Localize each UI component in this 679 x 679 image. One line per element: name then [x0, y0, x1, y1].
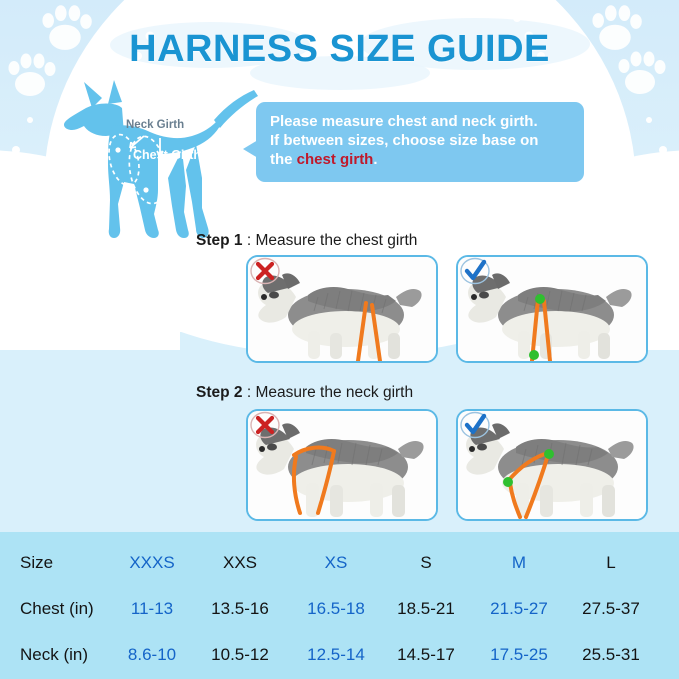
chest-girth-label: Chest Girth: [133, 148, 202, 162]
cell-size-xxxs: XXXS: [129, 553, 175, 572]
callout-line-3: the chest girth.: [270, 150, 570, 169]
measure-instruction-callout: Please measure chest and neck girth. If …: [256, 102, 584, 182]
cell-neck-s: 14.5-17: [397, 645, 455, 664]
step-2-label: Step 2 : Measure the neck girth: [196, 384, 413, 402]
step-2-incorrect-panel: [246, 409, 438, 521]
neck-girth-ellipse: [108, 133, 140, 187]
cell-chest-m: 21.5-27: [490, 599, 548, 618]
cell-neck-xs: 12.5-14: [307, 645, 365, 664]
cell-neck-m: 17.5-25: [490, 645, 548, 664]
check-icon: [460, 411, 490, 439]
paw-print-icon: [8, 5, 92, 96]
check-icon: [460, 257, 490, 285]
neck-girth-label: Neck Girth: [126, 119, 185, 131]
chest-girth-ellipse: [128, 135, 168, 205]
measure-point-dot: [544, 449, 554, 459]
cell-size-m: M: [511, 553, 527, 572]
callout-tail: [243, 140, 258, 158]
cell-chest-l: 27.5-37: [582, 599, 640, 618]
table-row-chest: Chest (in) 11-13 13.5-16 16.5-18 18.5-21…: [0, 586, 679, 631]
measure-point-dot: [535, 294, 545, 304]
dog-photo-chest-correct: [458, 257, 646, 361]
page-title: HARNESS SIZE GUIDE: [129, 28, 550, 70]
step-1-separator: :: [242, 232, 256, 249]
step-2-separator: :: [242, 384, 256, 401]
step-1-text: Measure the chest girth: [255, 232, 418, 249]
size-table: Size XXXS XXS XS S M L Chest (in) 11-13 …: [0, 532, 679, 679]
dog-photo-neck-correct: [458, 411, 646, 519]
cell-neck-l: 25.5-31: [582, 645, 640, 664]
callout-highlight: chest girth: [296, 151, 374, 169]
step-1-incorrect-panel: [246, 255, 438, 363]
callout-line-3-prefix: the: [270, 151, 297, 169]
callout-line-3-suffix: .: [373, 151, 378, 169]
callout-line-1: Please measure chest and neck girth.: [270, 113, 538, 130]
step-1-correct-panel: [456, 255, 648, 363]
row-header-neck: Neck (in): [20, 645, 89, 664]
paw-print-icon: [592, 5, 666, 94]
cell-neck-xxs: 10.5-12: [211, 645, 269, 664]
cell-chest-xxs: 13.5-16: [211, 599, 269, 618]
dog-photo-chest-incorrect: [248, 257, 436, 361]
cell-size-xs: XS: [324, 553, 348, 572]
step-1-label: Step 1 : Measure the chest girth: [196, 232, 417, 250]
step-1-prefix: Step 1: [196, 232, 243, 249]
measure-point-dot: [503, 477, 513, 487]
cell-chest-xs: 16.5-18: [307, 599, 365, 618]
step-2-correct-panel: [456, 409, 648, 521]
cross-icon: [250, 257, 280, 285]
cell-size-xxs: XXS: [222, 553, 258, 572]
measure-point-dot: [529, 350, 539, 360]
step-2-prefix: Step 2: [196, 384, 243, 401]
cross-icon: [250, 411, 280, 439]
dog-silhouette-diagram: [62, 78, 262, 238]
cell-size-s: S: [420, 553, 432, 572]
row-header-size: Size: [20, 553, 54, 572]
cell-size-l: L: [606, 553, 616, 572]
table-row-size: Size XXXS XXS XS S M L: [0, 540, 679, 585]
cell-neck-xxxs: 8.6-10: [127, 645, 177, 664]
dog-photo-neck-incorrect: [248, 411, 436, 519]
cell-chest-xxxs: 11-13: [130, 599, 174, 618]
step-2-text: Measure the neck girth: [255, 384, 414, 401]
cloud-shape-center: [250, 56, 430, 90]
callout-line-2: If between sizes, choose size base on: [270, 132, 539, 150]
cell-chest-s: 18.5-21: [397, 599, 455, 618]
size-table-background: [0, 532, 679, 679]
table-row-neck: Neck (in) 8.6-10 10.5-12 12.5-14 14.5-17…: [0, 632, 679, 677]
row-header-chest: Chest (in): [20, 599, 94, 618]
